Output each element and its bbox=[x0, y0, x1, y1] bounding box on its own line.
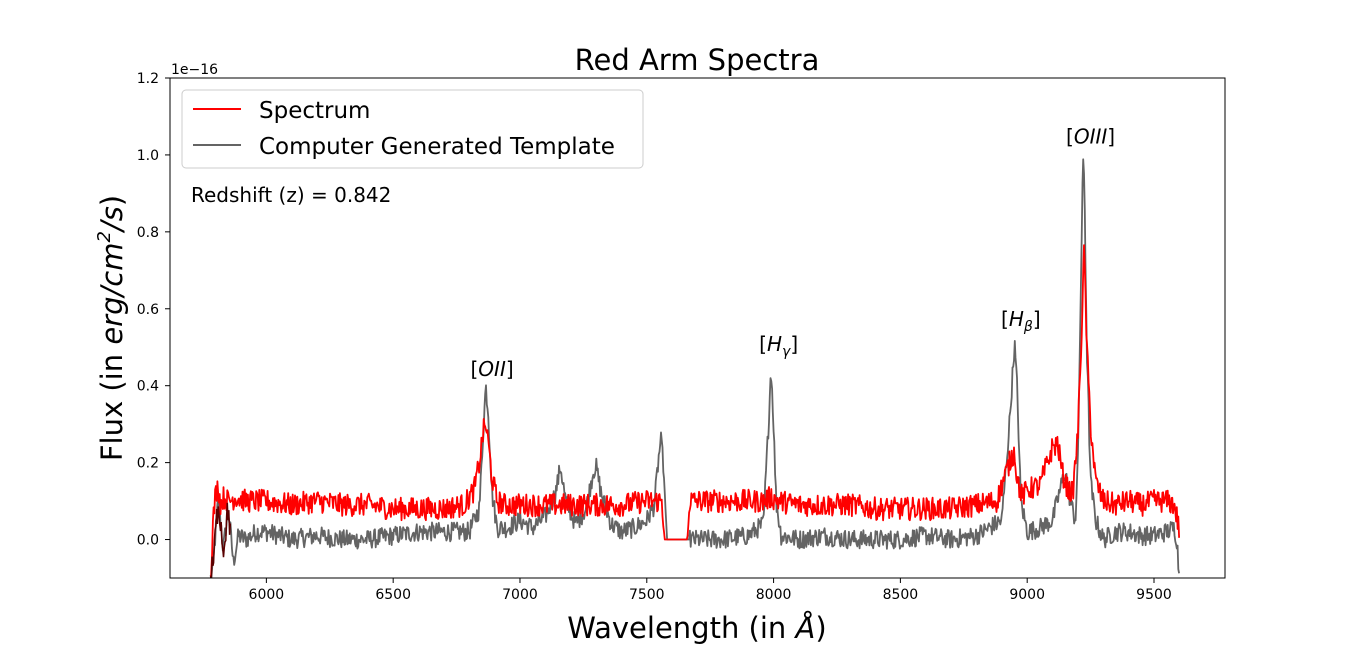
x-tick-label: 6000 bbox=[249, 587, 285, 603]
line-annotations: [OII] [Hγ] [Hβ] [OIII] bbox=[470, 124, 1115, 381]
y-axis-ticks: 0.0 0.2 0.4 0.6 0.8 1.0 1.2 bbox=[137, 71, 170, 549]
x-tick-label: 7000 bbox=[502, 587, 538, 603]
y-tick-label: 1.2 bbox=[137, 71, 159, 87]
emission-line-label: [OII] bbox=[470, 357, 513, 381]
legend-label-template: Computer Generated Template bbox=[259, 134, 615, 160]
y-tick-label: 0.4 bbox=[137, 379, 159, 395]
series-line-overlap bbox=[209, 502, 232, 578]
legend-box bbox=[181, 89, 644, 169]
chart-title: Red Arm Spectra bbox=[575, 43, 820, 77]
x-tick-label: 6500 bbox=[375, 587, 411, 603]
legend: Spectrum Computer Generated Template bbox=[181, 89, 644, 169]
series-line-template bbox=[209, 158, 1180, 578]
emission-line-label: [Hβ] bbox=[1001, 307, 1041, 335]
redshift-label: Redshift (z) = 0.842 bbox=[191, 183, 391, 207]
x-tick-label: 7500 bbox=[629, 587, 665, 603]
emission-line-label: [OIII] bbox=[1066, 124, 1115, 148]
y-axis-label: Flux (in erg/cm2/s) bbox=[94, 195, 129, 461]
axes-frame bbox=[169, 77, 1226, 579]
plot-area: 6000 6500 7000 7500 8000 8500 9000 9500 0.00.20… bbox=[137, 71, 1226, 603]
y-tick-label: 0.6 bbox=[137, 302, 159, 318]
x-axis-ticks: 6000 6500 7000 7500 8000 8500 9000 9500 bbox=[249, 578, 1172, 603]
x-tick-label: 8000 bbox=[756, 587, 792, 603]
x-tick-label: 8500 bbox=[883, 587, 919, 603]
legend-label-spectrum: Spectrum bbox=[259, 98, 370, 124]
y-axis-offset-text: 1e−16 bbox=[171, 62, 218, 78]
x-tick-label: 9500 bbox=[1136, 587, 1172, 603]
series-layer bbox=[209, 158, 1180, 578]
series-line-spectrum bbox=[210, 244, 1180, 578]
y-tick-label: 1.0 bbox=[137, 148, 159, 164]
x-axis-label: Wavelength (in Å) bbox=[567, 611, 826, 645]
x-tick-label: 9000 bbox=[1009, 587, 1045, 603]
y-tick-label: 0.0 bbox=[137, 533, 159, 549]
y-tick-label: 0.2 bbox=[137, 456, 159, 472]
y-tick-label: 0.8 bbox=[137, 225, 159, 241]
emission-line-label: [Hγ] bbox=[759, 332, 798, 360]
